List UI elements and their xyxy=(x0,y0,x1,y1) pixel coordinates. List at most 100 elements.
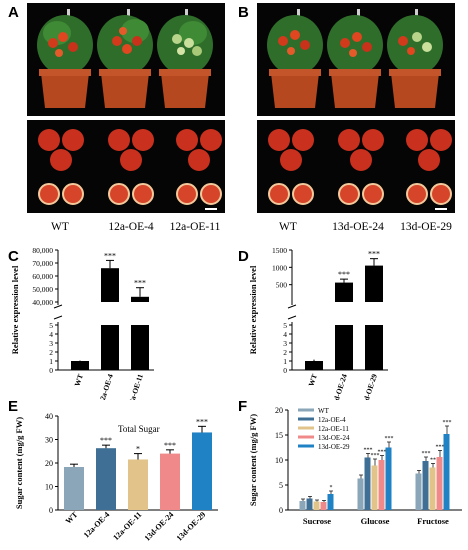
bar xyxy=(313,501,320,510)
bar xyxy=(71,361,89,370)
chart-title: Total Sugar xyxy=(118,424,160,434)
y-tick-label: 0 xyxy=(279,506,283,515)
y-tick-label: 4 xyxy=(283,330,287,339)
significance-marker: *** xyxy=(443,420,452,426)
bar xyxy=(364,457,371,510)
panel-letter-e: E xyxy=(8,398,19,415)
label-12a-oe4: 12a-OE-4 xyxy=(108,221,154,233)
label-wt-a: WT xyxy=(51,221,69,233)
y-axis-label: Relative expression level xyxy=(10,265,20,354)
chart-f: 0 5 10 15 20 Sugar content (mg/g FW) * Sucrose *… xyxy=(248,406,462,526)
axis-break-mark xyxy=(53,304,63,320)
bar xyxy=(422,461,429,510)
significance-marker: *** xyxy=(134,279,146,288)
y-tick-label: 10 xyxy=(275,456,283,465)
fruits-illustration-b xyxy=(257,120,455,213)
x-tick-label: 12a-OE-4 xyxy=(97,373,115,400)
bar xyxy=(131,296,149,302)
y-tick-label: 15 xyxy=(275,431,283,440)
plant-oe29-b xyxy=(387,9,443,108)
y-tick-label: 20 xyxy=(275,406,283,415)
significance-marker: *** xyxy=(164,441,176,450)
x-tick-label: WT xyxy=(306,373,318,388)
bar xyxy=(371,465,378,510)
x-tick-label: Glucose xyxy=(361,516,390,526)
significance-marker: ** xyxy=(430,458,436,464)
bar xyxy=(436,457,443,510)
bar xyxy=(443,434,450,510)
label-13d-oe24: 13d-OE-24 xyxy=(332,221,384,233)
bar xyxy=(327,494,334,510)
y-tick-label: 3 xyxy=(49,339,53,348)
y-tick-label: 70,000 xyxy=(32,259,53,268)
y-tick-label: 1 xyxy=(49,357,53,366)
x-tick-label: 13d-OE-29 xyxy=(360,373,379,400)
legend-label: 13d-OE-29 xyxy=(318,443,350,451)
x-tick-label: 12a-OE-11 xyxy=(111,510,143,542)
bar xyxy=(64,466,84,510)
x-tick-label: 13d-OE-29 xyxy=(175,510,208,543)
y-tick-label: 2 xyxy=(283,348,287,357)
y-tick-label: 5 xyxy=(283,321,287,330)
chart-e: 0 10 20 30 40 Total Sugar Sugar content (mg/g … xyxy=(14,412,218,543)
y-tick-label: 80,000 xyxy=(32,246,53,255)
plants-photo-a xyxy=(27,3,225,116)
legend-label: WT xyxy=(318,407,330,415)
bar xyxy=(101,268,119,302)
y-tick-label: 50,000 xyxy=(32,285,53,294)
bar xyxy=(335,325,353,370)
significance-marker: *** xyxy=(196,417,208,426)
x-tick-label: Fructose xyxy=(417,516,449,526)
y-tick-label: 0 xyxy=(283,366,287,375)
fruits-photo-b xyxy=(257,120,455,213)
significance-marker: * xyxy=(136,445,140,454)
bar xyxy=(357,478,364,510)
scale-bar-b xyxy=(435,208,447,210)
bar xyxy=(192,432,212,510)
y-tick-label: 5 xyxy=(279,481,283,490)
bar xyxy=(128,459,148,510)
fruits-illustration-a xyxy=(27,120,225,213)
fruits-photo-a xyxy=(27,120,225,213)
label-wt-b: WT xyxy=(279,221,297,233)
legend-label: 12a-OE-4 xyxy=(318,416,346,424)
x-tick-label: WT xyxy=(72,373,84,388)
y-axis-label: Sugar content (mg/g FW) xyxy=(14,417,24,509)
y-tick-label: 4 xyxy=(49,330,53,339)
bar xyxy=(365,265,383,302)
plant-oe11-a xyxy=(157,9,213,108)
plant-wt-b xyxy=(267,9,323,108)
bar xyxy=(306,498,313,510)
bar xyxy=(101,325,119,370)
panel-letter-d: D xyxy=(238,248,249,265)
significance-marker: *** xyxy=(385,436,394,442)
bar xyxy=(160,453,180,510)
y-tick-label: 5 xyxy=(49,321,53,330)
y-tick-label: 2 xyxy=(49,348,53,357)
x-tick-label: 12a-OE-11 xyxy=(126,373,145,400)
plant-oe4-a xyxy=(97,9,153,108)
scale-bar-a xyxy=(205,208,217,210)
y-tick-label: 1500 xyxy=(272,246,287,255)
bar xyxy=(385,447,392,510)
y-axis-label: Relative expression level xyxy=(248,265,258,354)
bar xyxy=(335,282,353,302)
y-tick-label: 40 xyxy=(45,412,53,421)
y-axis-label: Sugar content (mg/g FW) xyxy=(248,414,258,506)
plant-wt-a xyxy=(37,9,93,108)
x-tick-label: WT xyxy=(64,510,80,526)
bar xyxy=(320,502,327,510)
y-tick-label: 0 xyxy=(49,506,53,515)
y-tick-label: 1000 xyxy=(272,263,287,272)
x-tick-label: Sucrose xyxy=(303,516,331,526)
y-tick-label: 40,000 xyxy=(32,298,53,307)
y-tick-label: 500 xyxy=(276,281,288,290)
panel-letter-b: B xyxy=(238,4,249,21)
bar xyxy=(299,501,306,510)
panel-letter-a: A xyxy=(8,4,19,21)
label-13d-oe29: 13d-OE-29 xyxy=(400,221,452,233)
plant-oe24-b xyxy=(327,9,383,108)
y-tick-label: 0 xyxy=(49,366,53,375)
axis-break-mark xyxy=(287,304,297,320)
